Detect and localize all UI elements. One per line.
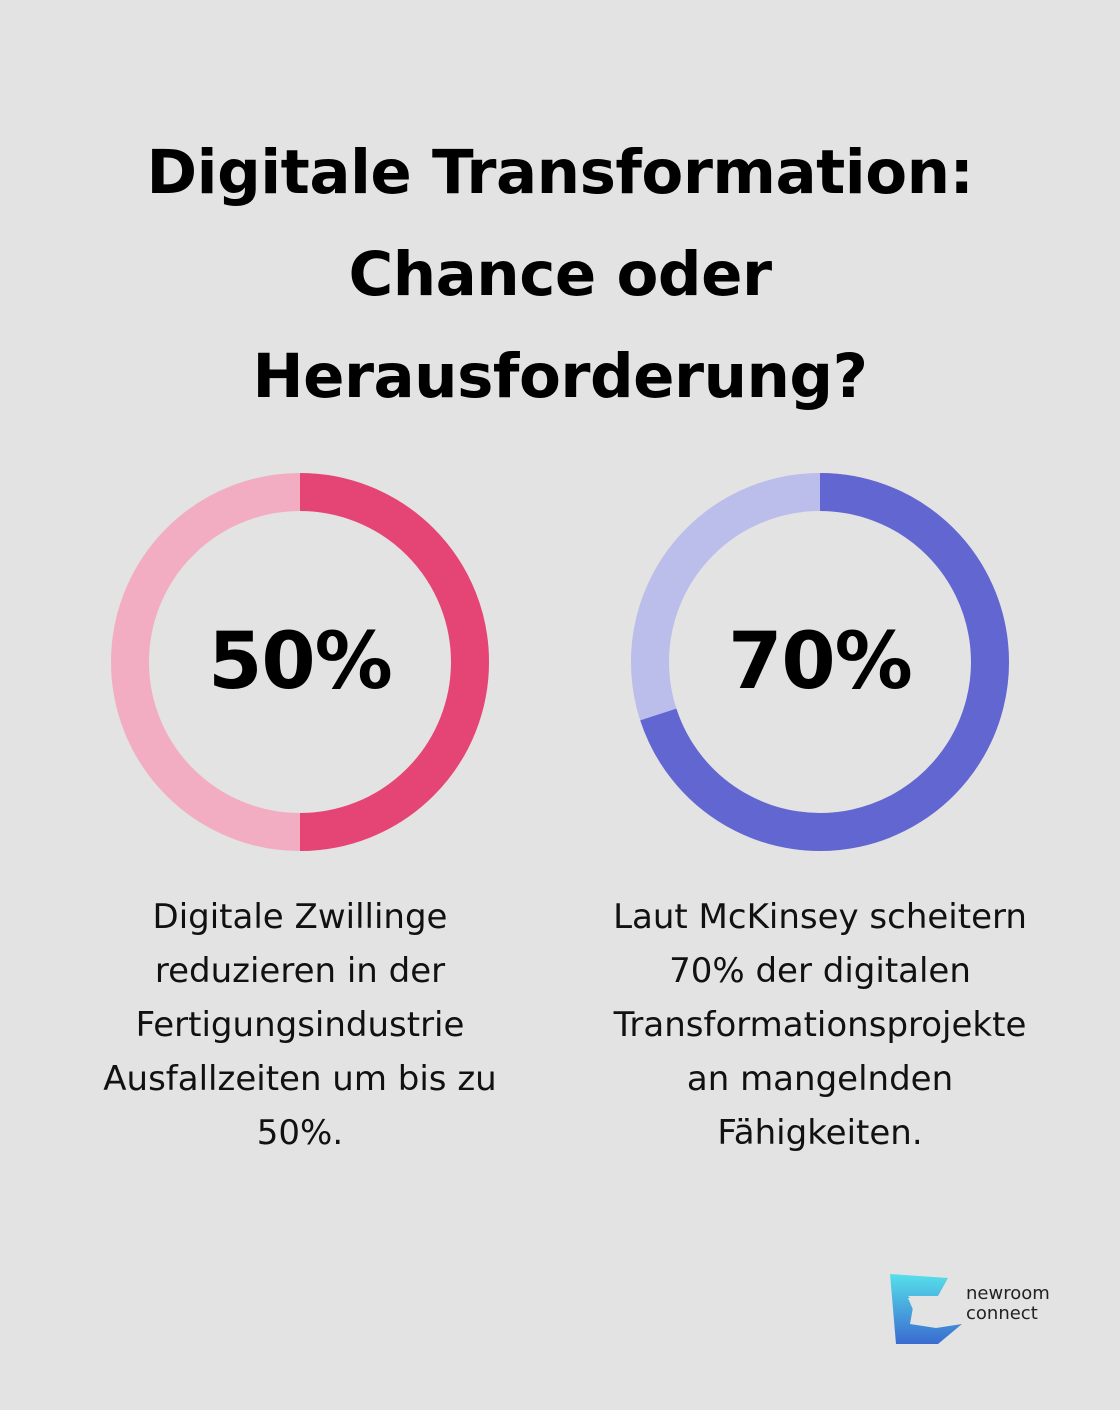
caption-right-line: 70% der digitalen xyxy=(669,951,971,991)
caption-left-line: 50%. xyxy=(256,1113,344,1153)
caption-right-line: an mangelnden xyxy=(686,1059,954,1099)
stat-value-70: 70% xyxy=(728,617,913,707)
donut-value-arc xyxy=(299,473,489,851)
logo-text-line-1: newroom xyxy=(966,1283,1050,1304)
donut-chart-70: 70% xyxy=(630,472,1010,852)
caption-left-line: reduzieren in der xyxy=(154,951,446,991)
donut-chart-50: 50% xyxy=(110,472,490,852)
caption-left: Digitale Zwillinge reduzieren in der Fer… xyxy=(70,890,530,1160)
logo-cutout xyxy=(908,1298,930,1312)
caption-left-line: Digitale Zwillinge xyxy=(152,897,448,937)
title-line-3: Herausforderung? xyxy=(252,341,868,412)
title-line-1: Digitale Transformation: xyxy=(146,137,974,208)
stat-value-50: 50% xyxy=(208,617,393,707)
page-title: Digitale Transformation: Chance oder Her… xyxy=(60,122,1060,428)
logo-wordmark: newroom connect xyxy=(966,1284,1050,1324)
logo-icon xyxy=(890,1274,962,1344)
caption-right-line: Laut McKinsey scheitern xyxy=(613,897,1027,937)
title-line-2: Chance oder xyxy=(348,239,772,310)
donut-svg-50 xyxy=(111,473,489,851)
donut-value-arc xyxy=(640,473,1009,851)
caption-right: Laut McKinsey scheitern 70% der digitale… xyxy=(590,890,1050,1160)
newroom-connect-logo: newroom connect xyxy=(886,1272,1066,1348)
caption-right-line: Transformationsprojekte xyxy=(613,1005,1027,1045)
logo-mark xyxy=(890,1274,962,1344)
caption-right-line: Fähigkeiten. xyxy=(717,1113,923,1153)
donut-svg-70 xyxy=(631,473,1009,851)
caption-left-line: Ausfallzeiten um bis zu xyxy=(103,1059,497,1099)
logo-text-line-2: connect xyxy=(966,1303,1038,1324)
caption-left-line: Fertigungsindustrie xyxy=(135,1005,465,1045)
